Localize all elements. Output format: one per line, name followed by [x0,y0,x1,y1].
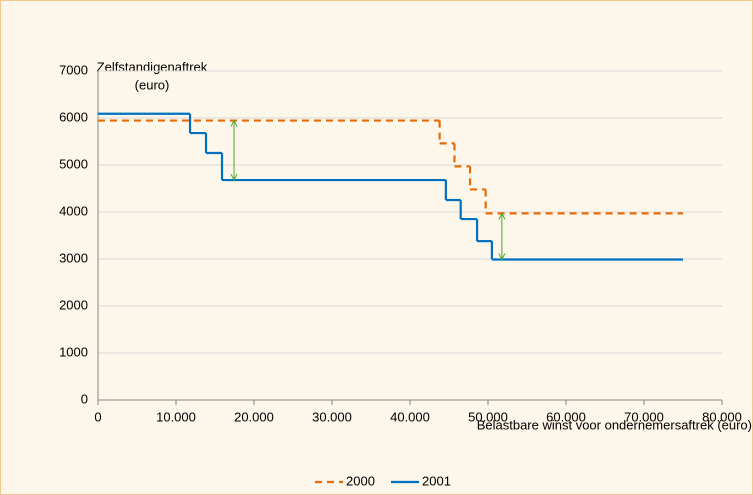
y-axis-label: Zelfstandigenaftrek [97,59,208,74]
x-tick-label: 40.000 [390,409,430,424]
arrow-head [230,173,238,182]
x-axis-label: Belastbare winst voor ondernemersaftrek … [477,417,752,432]
y-tick-label: 7000 [59,62,88,77]
y-tick-label: 5000 [59,156,88,171]
legend-label: 2000 [346,473,375,488]
legend-label: 2001 [422,473,451,488]
x-tick-label: 0 [94,409,101,424]
y-axis-label: (euro) [135,77,170,92]
x-tick-label: 10.000 [156,409,196,424]
x-tick-label: 80.000 [702,409,742,424]
y-tick-label: 6000 [59,109,88,124]
arrow-head [230,119,238,127]
x-tick-label: 20.000 [234,409,274,424]
y-tick-label: 4000 [59,203,88,218]
arrow-head [498,212,506,220]
y-tick-label: 1000 [59,344,88,359]
y-tick-label: 2000 [59,297,88,312]
x-tick-label: 50.000 [468,409,508,424]
arrow-head [498,253,506,261]
x-tick-label: 60.000 [546,409,586,424]
x-tick-label: 30.000 [312,409,352,424]
y-tick-label: 0 [81,391,88,406]
y-tick-label: 3000 [59,250,88,265]
x-tick-label: 70.000 [624,409,664,424]
